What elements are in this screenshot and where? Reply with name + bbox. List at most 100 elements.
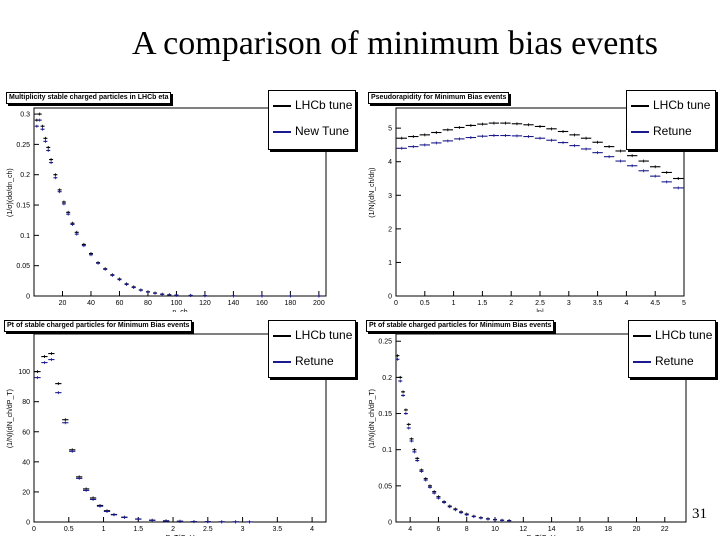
y-tick-label: 60 xyxy=(22,429,30,436)
legend-label: Retune xyxy=(295,354,334,368)
y-tick-label: 0.2 xyxy=(382,375,392,382)
plot-frame xyxy=(33,107,327,297)
x-tick-label: 60 xyxy=(116,300,124,307)
x-tick-label: 80 xyxy=(144,300,152,307)
legend-line-series-2 xyxy=(273,131,291,133)
x-tick-label: 22 xyxy=(661,526,669,533)
chart-title: Pseudorapidity for Minimum Bias events xyxy=(368,92,510,104)
x-tick-label: 6 xyxy=(436,526,440,533)
chart-svg: 0 20 40 60 80 100 0 0.5 1 1.5 2 2.5 3 3.5 4 P_T/GeV (1/N… xyxy=(7,333,327,536)
x-axis-label: P_T/GeV xyxy=(527,535,556,536)
y-axis-label: (1/N)(dN_ch/dη) xyxy=(369,168,376,218)
legend-line-series-2 xyxy=(633,361,651,363)
legend-label: LHCb tune xyxy=(655,328,713,342)
x-tick-label: 1 xyxy=(102,526,106,533)
x-tick-label: 2.5 xyxy=(203,526,213,533)
x-tick-label: 8 xyxy=(465,526,469,533)
legend-line-series-1 xyxy=(631,105,649,107)
x-tick-label: 0 xyxy=(394,300,398,307)
x-tick-label: 5 xyxy=(682,300,686,307)
x-tick-label: 4 xyxy=(310,526,314,533)
y-axis-label: (1/σ)(dσ/dn_ch) xyxy=(7,168,14,217)
legend-line-series-1 xyxy=(273,105,291,107)
x-tick-label: 0.5 xyxy=(420,300,430,307)
chart-title: Multiplicity stable charged particles in… xyxy=(6,92,172,104)
legend-line-series-2 xyxy=(273,361,291,363)
x-tick-label: 40 xyxy=(87,300,95,307)
chart-svg: 0 0.05 0.1 0.15 0.2 0.25 4 6 8 10 12 14 16 18 20 22 P_T/… xyxy=(369,333,687,536)
x-tick-label: 160 xyxy=(256,300,268,307)
x-tick-label: 4 xyxy=(408,526,412,533)
y-tick-label: 0.05 xyxy=(16,263,30,270)
x-axis-label: n_ch xyxy=(172,309,187,312)
x-tick-label: 140 xyxy=(228,300,240,307)
y-axis-label: (1/N)(dN_ch/dP_T) xyxy=(7,389,14,448)
y-tick-label: 0 xyxy=(388,520,392,527)
y-tick-label: 0.15 xyxy=(378,411,392,418)
y-tick-label: 0.05 xyxy=(378,483,392,490)
x-tick-label: 3.5 xyxy=(272,526,282,533)
chart-panel-multiplicity: 0 0.05 0.1 0.15 0.2 0.25 0.3 20 40 60 80 100 120 140 1… xyxy=(0,86,356,312)
chart-legend: LHCb tune New Tune xyxy=(268,90,356,150)
y-tick-label: 40 xyxy=(22,459,30,466)
legend-label: New Tune xyxy=(295,124,350,138)
y-tick-label: 3 xyxy=(388,193,392,200)
chart-panel-pt-low: 0 20 40 60 80 100 0 0.5 1 1.5 2 2.5 3 3.5 4 P_T/GeV (1/N… xyxy=(0,316,356,536)
y-tick-label: 0.1 xyxy=(382,447,392,454)
y-tick-label: 0 xyxy=(26,520,30,527)
chart-svg: 0 0.05 0.1 0.15 0.2 0.25 0.3 20 40 60 80 100 120 140 1… xyxy=(7,107,327,312)
x-tick-label: 20 xyxy=(59,300,67,307)
legend-label: LHCb tune xyxy=(295,98,353,112)
x-tick-label: 16 xyxy=(576,526,584,533)
chart-legend: LHCb tune Retune xyxy=(268,320,356,378)
x-axis-label: |η| xyxy=(536,309,544,312)
x-tick-label: 4 xyxy=(624,300,628,307)
y-tick-label: 100 xyxy=(18,369,30,376)
x-tick-label: 0.5 xyxy=(64,526,74,533)
y-tick-label: 1 xyxy=(388,260,392,267)
x-tick-label: 200 xyxy=(313,300,325,307)
x-tick-label: 0 xyxy=(32,526,36,533)
x-tick-label: 3.5 xyxy=(593,300,603,307)
chart-title: Pt of stable charged particles for Minim… xyxy=(366,320,555,332)
chart-panel-pseudorapidity: 0 1 2 3 4 5 0 0.5 1 1.5 2 2.5 3 3.5 4 4.5 5 |η| (1/N)(dN_c… xyxy=(360,86,720,312)
x-tick-label: 100 xyxy=(171,300,183,307)
legend-line-series-1 xyxy=(633,335,651,337)
y-tick-label: 0.3 xyxy=(20,112,30,119)
slide-number: 31 xyxy=(692,506,707,522)
legend-label: LHCb tune xyxy=(295,328,353,342)
chart-title: Pt of stable charged particles for Minim… xyxy=(4,320,193,332)
y-tick-label: 0.25 xyxy=(16,142,30,149)
x-tick-label: 1.5 xyxy=(478,300,488,307)
chart-legend: LHCb tune Retune xyxy=(626,90,716,150)
y-tick-label: 0.1 xyxy=(20,233,30,240)
x-tick-label: 2.5 xyxy=(535,300,545,307)
x-tick-label: 14 xyxy=(548,526,556,533)
x-tick-label: 1 xyxy=(452,300,456,307)
y-tick-label: 0.15 xyxy=(16,203,30,210)
x-tick-label: 12 xyxy=(519,526,527,533)
x-tick-label: 2 xyxy=(171,526,175,533)
x-tick-label: 18 xyxy=(604,526,612,533)
x-tick-label: 2 xyxy=(509,300,513,307)
x-tick-label: 20 xyxy=(633,526,641,533)
y-axis-label: (1/N)(dN_ch/dP_T) xyxy=(369,389,376,448)
slide-title: A comparison of minimum bias events xyxy=(132,25,658,62)
legend-line-series-2 xyxy=(631,131,649,133)
y-tick-label: 0.25 xyxy=(378,339,392,346)
legend-label: LHCb tune xyxy=(653,98,711,112)
legend-line-series-1 xyxy=(273,335,291,337)
legend-label: Retune xyxy=(653,124,692,138)
x-axis-label: P_T/GeV xyxy=(166,535,195,536)
y-tick-label: 4 xyxy=(388,159,392,166)
y-tick-label: 5 xyxy=(388,126,392,133)
plot-frame xyxy=(395,333,687,523)
x-tick-label: 3 xyxy=(241,526,245,533)
chart-panel-pt-high: 0 0.05 0.1 0.15 0.2 0.25 4 6 8 10 12 14 16 18 20 22 P_T/… xyxy=(360,316,720,536)
x-tick-label: 3 xyxy=(567,300,571,307)
x-tick-label: 4.5 xyxy=(650,300,660,307)
x-tick-label: 120 xyxy=(199,300,211,307)
y-tick-label: 0 xyxy=(388,294,392,301)
chart-legend: LHCb tune Retune xyxy=(628,320,716,378)
y-tick-label: 80 xyxy=(22,399,30,406)
